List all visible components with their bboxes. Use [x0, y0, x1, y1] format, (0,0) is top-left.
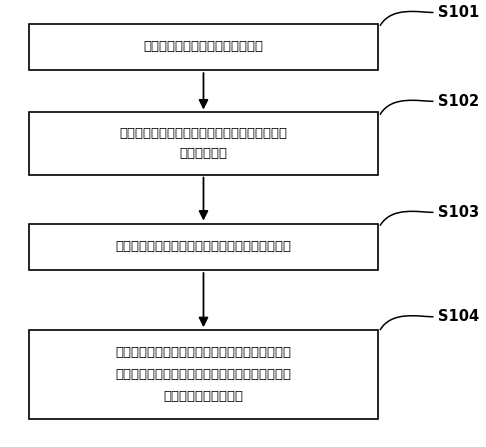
- Text: 确定试验方案: 确定试验方案: [179, 148, 227, 160]
- Text: 根据所述试验方法、试验设备和所述试验样本数量: 根据所述试验方法、试验设备和所述试验样本数量: [116, 346, 292, 359]
- Text: 板电应力加速退化试验: 板电应力加速退化试验: [163, 390, 243, 403]
- FancyBboxPatch shape: [29, 113, 378, 175]
- Text: S101: S101: [438, 5, 479, 20]
- FancyBboxPatch shape: [29, 24, 378, 70]
- FancyBboxPatch shape: [29, 330, 378, 419]
- FancyBboxPatch shape: [29, 224, 378, 270]
- Text: S104: S104: [438, 309, 479, 324]
- Text: 根据雷达电路板的最高电压应力水平和加速速率: 根据雷达电路板的最高电压应力水平和加速速率: [120, 127, 288, 139]
- Text: 根据加速试验样本数量选取原则确定试验样本数量: 根据加速试验样本数量选取原则确定试验样本数量: [116, 240, 292, 253]
- Text: 设计试验系统，并通过所述试验系统进行雷达电路: 设计试验系统，并通过所述试验系统进行雷达电路: [116, 368, 292, 381]
- Text: S103: S103: [438, 205, 479, 220]
- Text: S102: S102: [438, 94, 479, 109]
- Text: 获取雷达电路板的最高电压应力水: 获取雷达电路板的最高电压应力水: [143, 40, 263, 54]
